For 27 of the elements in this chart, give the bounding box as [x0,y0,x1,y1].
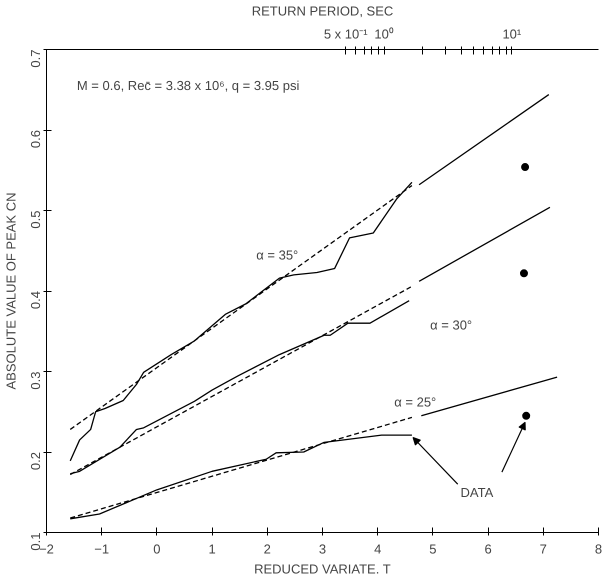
x-tick-label: 0 [153,542,161,556]
annotation: α = 35° [256,247,298,262]
x2-tick-label: 10¹ [502,26,522,42]
y-tick-label: 0.4 [28,290,43,310]
x-tick-label: 2 [264,542,271,556]
x-tick-label: 4 [374,542,382,556]
y-tick-label: 0.7 [28,49,43,68]
y-tick-label: 0.5 [28,210,43,229]
x-axis-title: REDUCED VARIATE. T [254,562,391,576]
y-tick-label: 0.6 [28,130,43,148]
annotation: DATA [460,484,494,500]
annotation: M = 0.6, Rec̄ = 3.38 x 10⁶, q = 3.95 psi [76,78,300,94]
y-tick-label: 0.3 [28,371,43,390]
x-tick-label: −1 [94,542,110,556]
x2-tick-label: 10⁰ [374,26,394,42]
y-axis-title: ABSOLUTE VALUE OF PEAK CN [4,192,18,390]
annotation: α = 30° [430,317,472,332]
x-tick-label: 7 [540,542,547,556]
annotation: α = 25° [394,394,436,410]
y-tick-label: 0.2 [28,452,43,470]
x-tick-label: 5 [429,542,437,556]
x2-tick-label: 5 x 10⁻¹ [324,26,368,42]
x2-axis-title: RETURN PERIOD, SEC [252,4,394,18]
x-tick-label: 3 [318,542,326,556]
x-tick-label: 1 [208,542,216,556]
x-tick-label: 6 [484,542,492,556]
x-tick-label: 8 [594,542,602,556]
